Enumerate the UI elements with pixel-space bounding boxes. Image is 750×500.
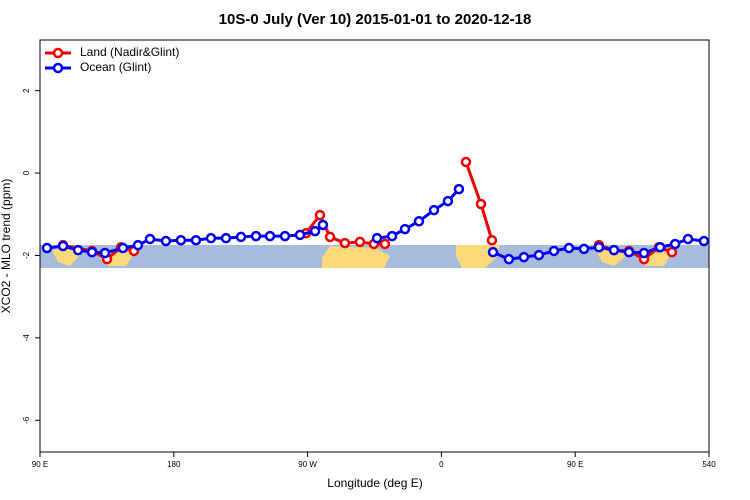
- point: [669, 238, 681, 250]
- point: [548, 245, 560, 257]
- point: [57, 240, 69, 252]
- point: [608, 244, 620, 256]
- point: [339, 237, 351, 249]
- point: [623, 246, 635, 258]
- legend: Land (Nadir&Glint)Ocean (Glint): [45, 45, 179, 74]
- point: [638, 247, 650, 259]
- point: [698, 235, 710, 247]
- land-shape: [322, 246, 390, 268]
- legend-marker: [52, 62, 64, 74]
- point: [682, 233, 694, 245]
- x-tick-label: 540: [702, 460, 716, 469]
- point: [144, 233, 156, 245]
- point: [264, 230, 276, 242]
- point: [578, 243, 590, 255]
- y-tick-label: 0: [22, 170, 31, 175]
- point: [379, 238, 391, 250]
- point: [175, 234, 187, 246]
- point: [132, 239, 144, 251]
- point: [41, 242, 53, 254]
- point: [309, 225, 321, 237]
- legend-label: Land (Nadir&Glint): [80, 45, 179, 59]
- x-tick-label: 90 W: [298, 460, 317, 469]
- y-axis-label: XCO2 - MLO trend (ppm): [0, 179, 13, 314]
- x-tick-label: 90 E: [32, 460, 48, 469]
- point: [235, 231, 247, 243]
- legend-label: Ocean (Glint): [80, 60, 151, 74]
- point: [460, 156, 472, 168]
- point: [442, 195, 454, 207]
- point: [117, 242, 129, 254]
- point: [72, 244, 84, 256]
- point: [503, 253, 515, 265]
- point: [487, 246, 499, 258]
- point: [354, 236, 366, 248]
- legend-marker: [52, 47, 64, 59]
- land-shape: [52, 247, 80, 266]
- point: [220, 232, 232, 244]
- y-tick-label: -6: [22, 416, 31, 424]
- point: [317, 219, 329, 231]
- x-axis-label: Longitude (deg E): [327, 476, 422, 490]
- chart-title: 10S-0 July (Ver 10) 2015-01-01 to 2020-1…: [219, 11, 532, 28]
- point: [666, 246, 678, 258]
- plot-frame: [39, 39, 710, 453]
- point: [563, 242, 575, 254]
- y-tick-label: 2: [22, 88, 31, 93]
- point: [475, 198, 487, 210]
- point: [294, 229, 306, 241]
- point: [190, 234, 202, 246]
- point: [314, 209, 326, 221]
- point: [654, 241, 666, 253]
- y-tick-label: -2: [22, 251, 31, 259]
- x-tick-label: 90 E: [567, 460, 583, 469]
- point: [453, 183, 465, 195]
- point: [279, 230, 291, 242]
- point: [533, 249, 545, 261]
- point: [324, 231, 336, 243]
- point: [399, 223, 411, 235]
- point: [413, 216, 425, 227]
- point: [428, 204, 440, 216]
- x-tick-label: 0: [439, 460, 444, 469]
- point: [371, 232, 383, 244]
- point: [386, 230, 398, 242]
- point: [593, 241, 605, 253]
- point: [486, 234, 498, 246]
- point: [160, 235, 172, 247]
- point: [205, 232, 217, 244]
- series-line: [62, 161, 673, 261]
- point: [99, 247, 111, 259]
- y-tick-label: -4: [22, 334, 31, 342]
- point: [518, 251, 530, 263]
- point: [86, 246, 98, 258]
- point: [250, 230, 262, 242]
- x-tick-label: 180: [167, 460, 181, 469]
